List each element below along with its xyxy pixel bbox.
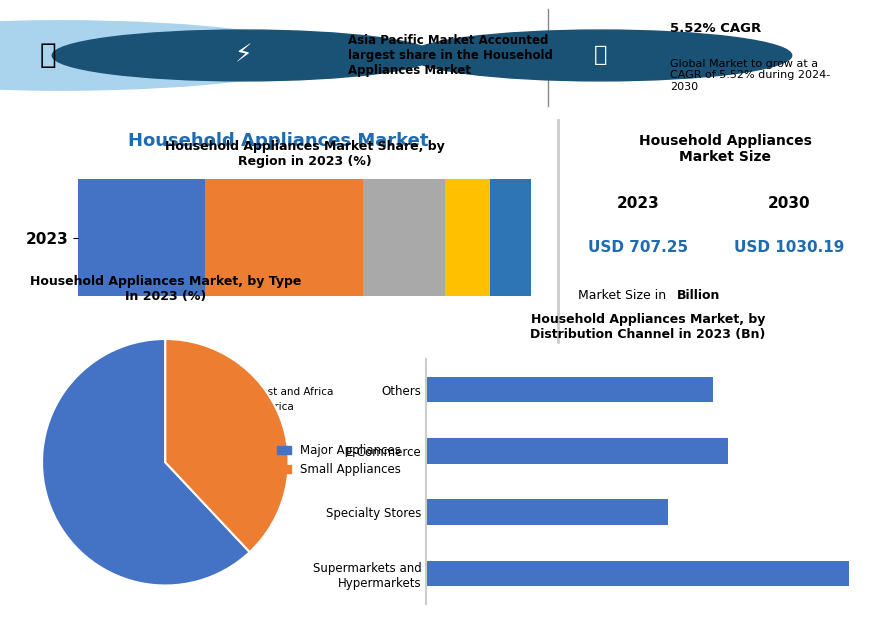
Legend: North America, Asia-Pacific, Europe, Middle East and Africa, South America: North America, Asia-Pacific, Europe, Mid… [75, 383, 337, 431]
Wedge shape [42, 339, 249, 586]
Bar [444, 179, 489, 296]
Text: USD 1030.19: USD 1030.19 [733, 240, 844, 255]
Text: Household Appliances Market: Household Appliances Market [128, 132, 428, 150]
Wedge shape [165, 339, 289, 552]
Text: Household Appliances
Market Size: Household Appliances Market Size [638, 134, 811, 164]
Bar [426, 560, 848, 586]
Circle shape [0, 21, 322, 90]
Text: Market Size in: Market Size in [578, 290, 670, 302]
Bar [426, 499, 667, 525]
Text: Billion: Billion [676, 290, 720, 302]
Bar [363, 179, 444, 296]
Text: USD 707.25: USD 707.25 [587, 240, 687, 255]
Text: 2023: 2023 [616, 196, 659, 211]
Bar [78, 179, 205, 296]
Title: Household Appliances Market Share, by
Region in 2023 (%): Household Appliances Market Share, by Re… [164, 140, 444, 168]
Text: Global Market to grow at a
CAGR of 5.52% during 2024-
2030: Global Market to grow at a CAGR of 5.52%… [669, 58, 829, 92]
Title: Household Appliances Market, by
Distribution Channel in 2023 (Bn): Household Appliances Market, by Distribu… [530, 313, 765, 342]
Text: Asia Pacific Market Accounted
largest share in the Household
Appliances Market: Asia Pacific Market Accounted largest sh… [348, 34, 552, 77]
Title: Household Appliances Market, by Type
In 2023 (%): Household Appliances Market, by Type In … [30, 275, 301, 303]
Text: 🔥: 🔥 [593, 46, 607, 65]
Text: 2030: 2030 [767, 196, 810, 211]
Text: 5.52% CAGR: 5.52% CAGR [669, 22, 760, 35]
Circle shape [408, 30, 791, 81]
Text: ⚡: ⚡ [235, 44, 252, 67]
Circle shape [52, 30, 434, 81]
Text: 🌍: 🌍 [39, 42, 56, 69]
Bar [489, 179, 530, 296]
Legend: Major Appliances, Small Appliances: Major Appliances, Small Appliances [272, 440, 406, 481]
Text: MMR: MMR [117, 55, 167, 73]
Bar [426, 377, 713, 403]
Bar [426, 438, 727, 464]
Bar [205, 179, 363, 296]
